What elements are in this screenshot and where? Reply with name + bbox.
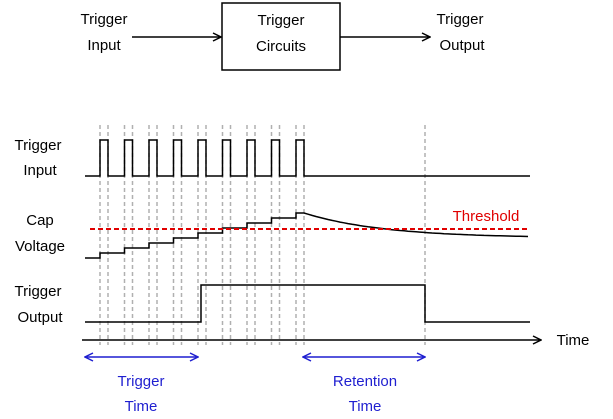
box-label: Trigger [258,12,305,29]
box-label: Circuits [256,38,306,55]
signal-label: Trigger [15,137,62,154]
input-wave [85,139,530,177]
input-label: Trigger [81,11,128,28]
signal-label: Input [23,162,57,179]
signal-label: Voltage [15,238,65,255]
output-label: Output [439,37,485,54]
waveforms [85,125,530,345]
span-label: Retention [333,373,397,390]
signal-label: Cap [26,212,54,229]
signal-label: Trigger [15,283,62,300]
input-label: Input [87,37,121,54]
output-label: Trigger [437,11,484,28]
signal-label: Output [17,309,63,326]
span-label: Time [349,398,382,415]
span-label: Trigger [118,373,165,390]
span-label: Time [125,398,158,415]
output-wave [85,284,530,323]
axis-label: Time [557,332,590,349]
threshold-label: Threshold [453,208,520,225]
